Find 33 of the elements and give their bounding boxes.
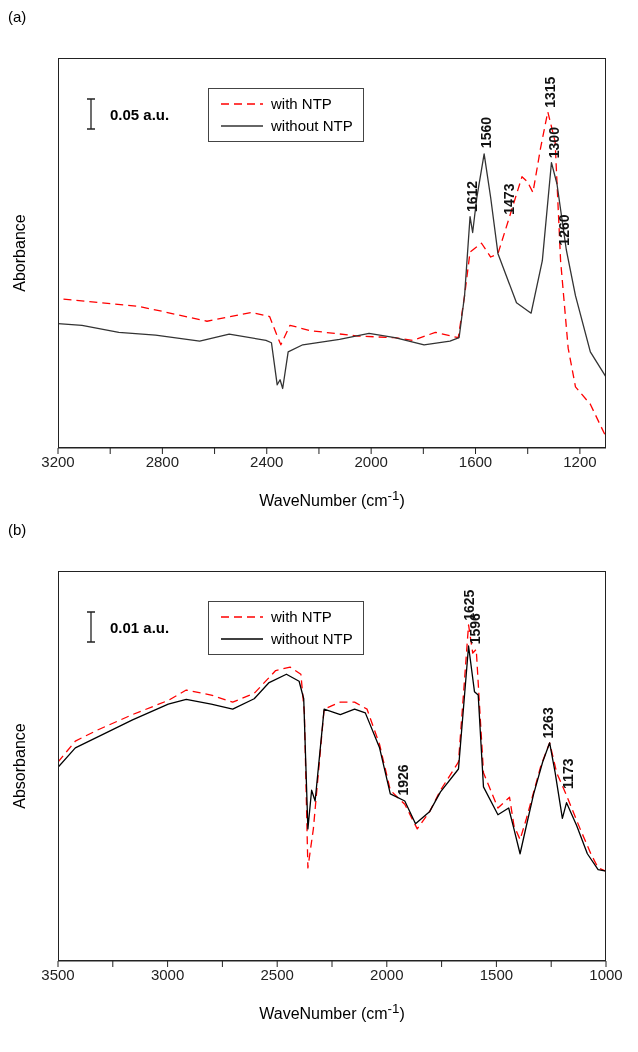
x-tick-label: 2000 xyxy=(370,965,404,983)
y-axis-title: Aborbance xyxy=(11,214,29,292)
x-tick-label: 3000 xyxy=(150,965,185,983)
x-tick-label: 1500 xyxy=(479,965,514,983)
x-tick-label: 2800 xyxy=(145,452,180,470)
chart-title: (a) xyxy=(8,8,27,25)
x-axis-title: WaveNumber (cm$^{-1}$) xyxy=(259,488,405,510)
x-tick-label: 2000 xyxy=(354,452,388,470)
legend-label: without NTP xyxy=(271,116,353,136)
legend-label: with NTP xyxy=(271,607,332,627)
x-tick-label: 1200 xyxy=(563,452,597,470)
legend-label: without NTP xyxy=(271,629,353,649)
x-axis-title: WaveNumber (cm$^{-1}$) xyxy=(259,1001,405,1023)
x-tick-label: 3200 xyxy=(41,452,75,470)
x-tick-label: 1600 xyxy=(458,452,493,470)
annotation: 0.05 a.u. xyxy=(110,105,170,123)
annotation: 1473 xyxy=(500,183,517,215)
x-tick-label: 2500 xyxy=(260,965,294,983)
annotation: 1173 xyxy=(560,758,577,789)
x-tick-label: 1000 xyxy=(589,965,623,983)
y-axis-title: Absorbance xyxy=(11,723,29,809)
annotation: 1315 xyxy=(541,76,558,108)
annotation: 1300 xyxy=(545,126,562,159)
annotation: 1560 xyxy=(477,116,494,149)
x-tick-label: 3500 xyxy=(41,965,75,983)
annotation: 1260 xyxy=(556,214,573,246)
annotation: 1263 xyxy=(540,707,557,739)
annotation: 1926 xyxy=(395,764,412,796)
annotation: 1612 xyxy=(464,180,481,213)
chart-title: (b) xyxy=(8,521,27,538)
legend-label: with NTP xyxy=(271,94,332,114)
x-tick-label: 2400 xyxy=(250,452,284,470)
annotation: 0.01 a.u. xyxy=(110,618,170,636)
